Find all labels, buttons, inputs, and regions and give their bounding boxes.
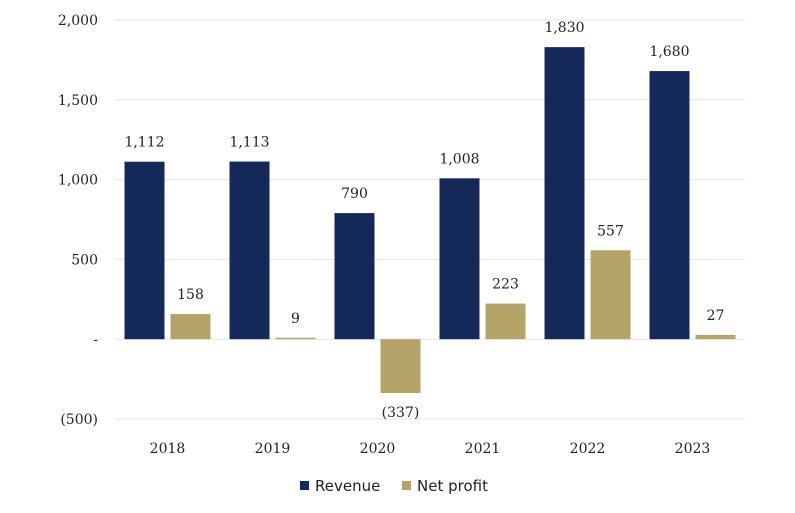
revenue-data-label: 1,680 — [649, 44, 689, 60]
net-profit-data-label: 158 — [177, 287, 204, 303]
x-tick-label: 2021 — [465, 441, 501, 457]
x-tick-label: 2020 — [360, 441, 396, 457]
y-tick-label: 1,000 — [58, 173, 98, 189]
revenue-bar — [124, 161, 165, 340]
y-tick-label: (500) — [60, 412, 98, 428]
revenue-data-label: 1,008 — [439, 151, 479, 167]
legend: Revenue Net profit — [300, 477, 488, 495]
y-tick-label: - — [93, 332, 98, 348]
grid-lines — [115, 19, 745, 420]
y-tick-label: 2,000 — [58, 13, 98, 29]
net-profit-bar — [380, 339, 421, 393]
net-profit-bar — [485, 303, 526, 340]
y-tick-label: 1,500 — [58, 93, 98, 109]
x-tick-label: 2018 — [150, 441, 186, 457]
x-axis-ticks: 2018 2019 2020 2021 2022 2023 — [150, 441, 711, 457]
net-profit-bar — [695, 334, 736, 340]
x-tick-label: 2022 — [570, 441, 606, 457]
y-tick-label: 500 — [71, 252, 98, 268]
revenue-data-label: 1,112 — [124, 135, 164, 151]
revenue-data-label: 1,113 — [229, 135, 269, 151]
revenue-legend-label: Revenue — [315, 477, 380, 495]
net-profit-data-label: 223 — [492, 277, 519, 293]
x-tick-label: 2019 — [255, 441, 291, 457]
revenue-bar — [439, 178, 480, 340]
revenue-bar — [544, 47, 585, 340]
revenue-data-label: 790 — [341, 186, 368, 202]
net-profit-bar — [590, 250, 631, 340]
net-profit-data-label: (337) — [382, 405, 420, 421]
revenue-data-label: 1,830 — [544, 20, 584, 36]
net-profit-data-label: 27 — [707, 308, 725, 324]
net-profit-legend-label: Net profit — [417, 477, 488, 495]
data-labels: 1,112 158 1,113 9 790 (337) 1,008 223 1,830 557 1,… — [124, 20, 724, 421]
y-axis-ticks: 2,000 1,500 1,000 500 - (500) — [58, 13, 98, 428]
revenue-bar — [649, 71, 690, 340]
revenue-legend-swatch — [300, 481, 309, 490]
net-profit-legend-swatch — [402, 481, 411, 490]
revenue-bar — [334, 213, 375, 340]
revenue-bar — [229, 161, 270, 340]
net-profit-data-label: 9 — [291, 311, 300, 327]
x-tick-label: 2023 — [675, 441, 711, 457]
net-profit-bar — [170, 313, 211, 340]
net-profit-data-label: 557 — [597, 223, 624, 239]
bars — [124, 47, 736, 393]
net-profit-bar — [275, 337, 316, 340]
